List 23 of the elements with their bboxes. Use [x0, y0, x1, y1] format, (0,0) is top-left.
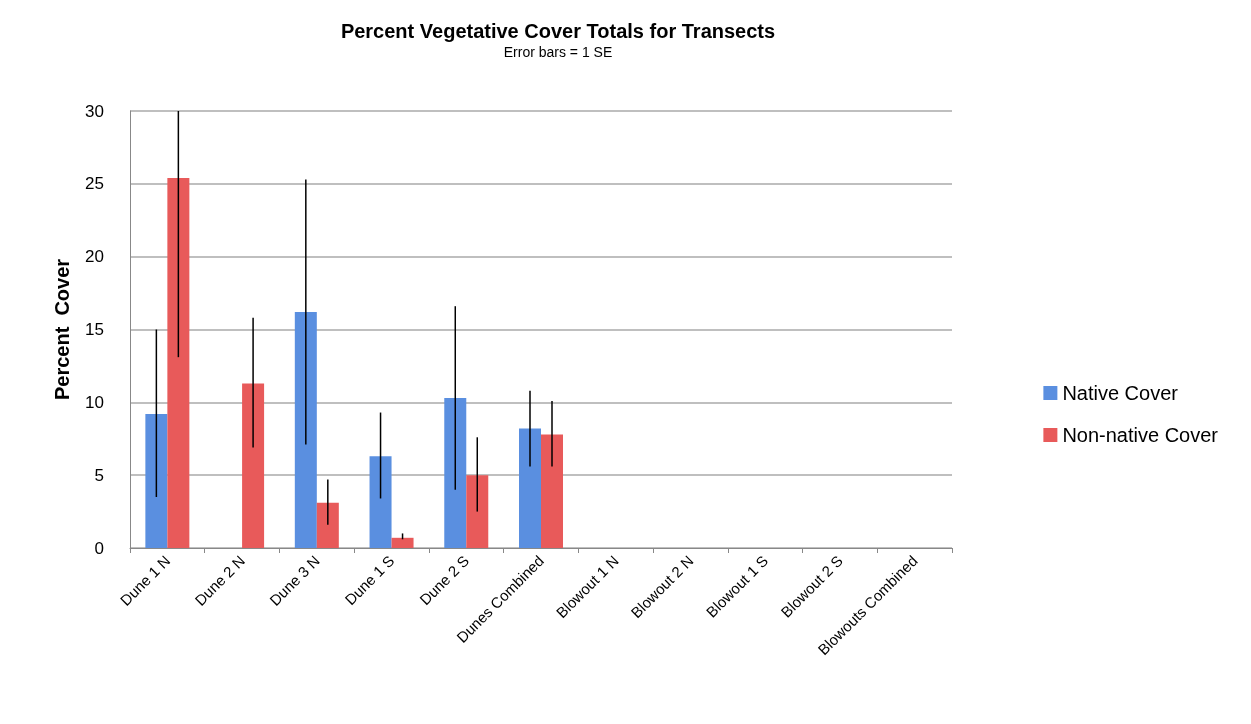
bar — [466, 475, 489, 548]
y-tick-label: 5 — [94, 465, 104, 485]
chart-title: Percent Vegetative Cover Totals for Transects — [340, 20, 776, 42]
bar — [519, 428, 541, 548]
y-tick-label: 25 — [85, 174, 104, 194]
bar — [167, 178, 190, 548]
bar — [444, 397, 467, 548]
legend-label: Native Cover — [1062, 382, 1179, 404]
bar — [242, 383, 265, 548]
bar — [145, 413, 168, 548]
legend-label: Non-native Cover — [1062, 424, 1219, 446]
y-tick-label: 20 — [85, 247, 104, 267]
y-tick-label: 30 — [85, 101, 104, 121]
bar — [541, 434, 563, 548]
bar — [391, 537, 414, 548]
y-tick-label: 10 — [85, 392, 104, 412]
bar — [369, 456, 392, 548]
y-tick-label: 15 — [85, 320, 104, 339]
chart-subtitle: Error bars = 1 SE — [503, 44, 613, 60]
y-axis-title: Percent Cover — [51, 258, 73, 401]
y-tick-label: 0 — [94, 538, 104, 558]
bar — [316, 502, 339, 548]
bar — [294, 312, 317, 548]
